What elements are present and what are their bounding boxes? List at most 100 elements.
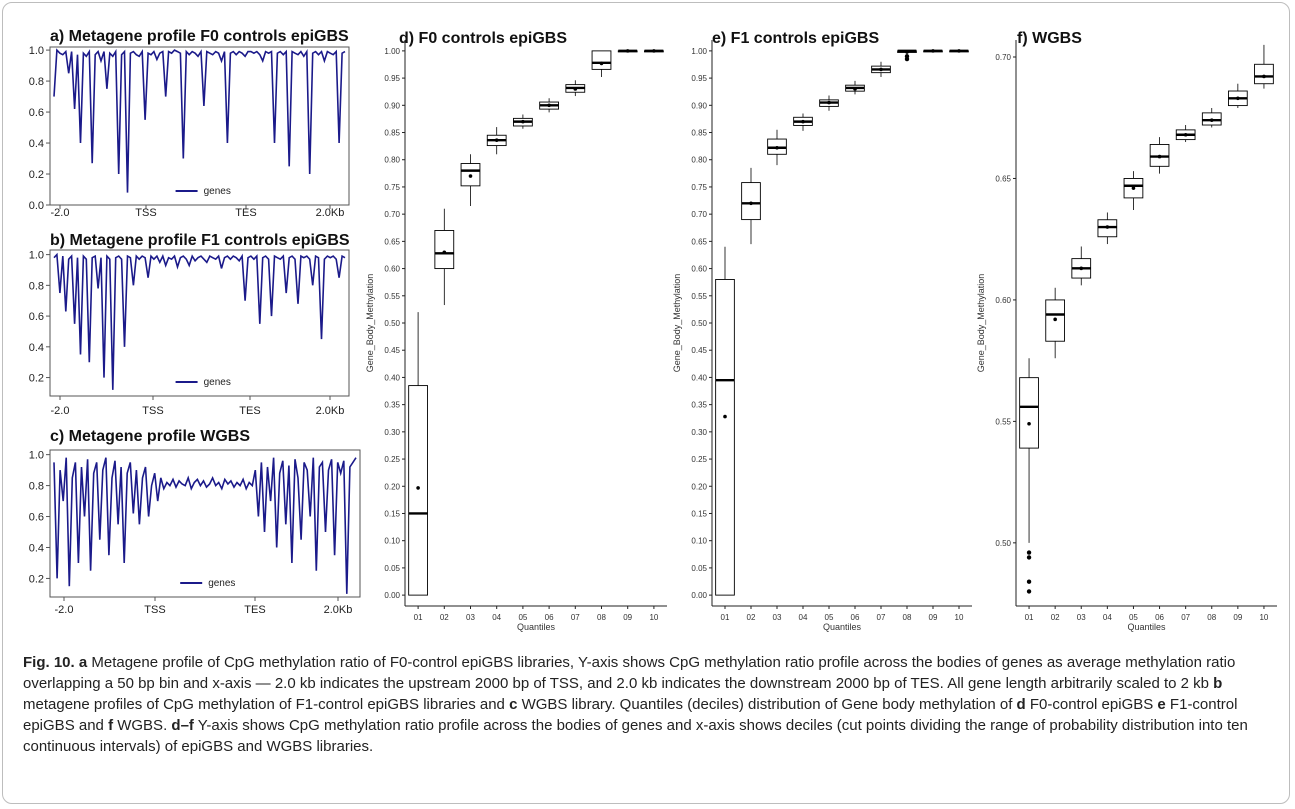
y-tick-label-d: 0.25 (384, 455, 400, 464)
y-tick-label-d: 0.15 (384, 509, 400, 518)
y-tick-label-e: 0.05 (691, 564, 707, 573)
y-tick-label-a: 0.4 (29, 138, 44, 150)
x-tick-label-e: 03 (773, 613, 782, 622)
caption-panel-ref: e (1157, 696, 1166, 713)
x-tick-label-e: 05 (825, 613, 834, 622)
mean-point-f (1157, 154, 1162, 159)
x-tick-label-e: 02 (747, 613, 756, 622)
x-tick-label-d: 01 (414, 613, 423, 622)
caption-panel-ref: b (1213, 675, 1223, 692)
mean-point-e (723, 414, 727, 419)
y-tick-label-d: 0.45 (384, 346, 400, 355)
x-tick-label-f: 04 (1103, 613, 1112, 622)
x-tick-label-d: 06 (545, 613, 554, 622)
x-tick-label-e: 07 (877, 613, 886, 622)
panel-c-title: c) Metagene profile WGBS (50, 428, 251, 445)
y-tick-label-e: 0.75 (691, 183, 707, 192)
x-tick-label-c: 2.0Kb (324, 604, 353, 616)
y-tick-label-b: 0.4 (29, 342, 44, 354)
y-tick-label-c: 1.0 (29, 450, 44, 462)
y-tick-label-c: 0.6 (29, 512, 44, 524)
y-tick-label-b: 0.6 (29, 311, 44, 323)
y-axis-label-d: Gene_Body_Methylation (365, 274, 375, 373)
caption-text: F0-control epiGBS (1025, 696, 1158, 713)
y-tick-label-e: 0.60 (691, 265, 707, 274)
box-f (1019, 377, 1039, 449)
x-tick-label-d: 02 (440, 613, 449, 622)
caption-panel-ref: f (108, 717, 114, 734)
y-tick-label-d: 0.40 (384, 373, 400, 382)
y-tick-label-e: 0.85 (691, 129, 707, 138)
x-tick-label-f: 10 (1259, 613, 1268, 622)
y-tick-label-e: 0.15 (691, 509, 707, 518)
mean-point-e (801, 119, 805, 124)
series-line-a (53, 48, 346, 193)
y-tick-label-f: 0.55 (995, 417, 1011, 426)
caption-text: WGBS library. Quantiles (deciles) distri… (517, 696, 1017, 713)
y-tick-label-e: 0.80 (691, 156, 707, 165)
x-tick-label-e: 08 (903, 613, 912, 622)
mean-point-d (547, 103, 551, 108)
x-tick-label-f: 09 (1233, 613, 1242, 622)
y-tick-label-d: 0.60 (384, 265, 400, 274)
x-tick-label-b: -2.0 (51, 405, 70, 417)
x-tick-label-b: TSS (142, 405, 163, 417)
mean-point-f (1053, 317, 1057, 322)
y-tick-label-a: 0.8 (29, 76, 44, 88)
mean-point-f (1131, 186, 1136, 190)
y-tick-label-e: 0.20 (691, 482, 707, 491)
y-tick-label-d: 0.80 (384, 156, 400, 165)
x-tick-label-f: 08 (1207, 613, 1216, 622)
y-tick-label-e: 0.10 (691, 537, 707, 546)
mean-point-f (1079, 266, 1084, 271)
y-tick-label-a: 0.6 (29, 107, 44, 119)
mean-point-e (931, 49, 935, 53)
x-tick-label-e: 06 (851, 613, 860, 622)
outlier-point-f (1026, 550, 1032, 555)
y-tick-label-a: 0.2 (29, 169, 44, 181)
caption-text: F1-control epiGBS and (23, 696, 1238, 734)
panel-f-title: f) WGBS (1017, 30, 1082, 47)
x-tick-label-a: TSS (135, 207, 156, 219)
box-f (1254, 63, 1274, 85)
mean-point-e (905, 50, 909, 54)
caption-panel-ref: c (509, 696, 518, 713)
y-tick-label-e: 0.30 (691, 428, 707, 437)
outlier-point-e (904, 54, 910, 59)
x-tick-label-f: 07 (1181, 613, 1190, 622)
box-d (591, 50, 612, 70)
caption-text: metagene profiles of CpG methylation of … (23, 696, 510, 713)
legend-label-a: genes (204, 186, 231, 197)
mean-point-e (879, 67, 883, 72)
y-tick-label-e: 0.40 (691, 373, 707, 382)
mean-point-d (599, 61, 604, 66)
y-tick-label-d: 0.70 (384, 210, 400, 219)
x-tick-label-e: 09 (929, 613, 938, 622)
x-tick-label-e: 01 (721, 613, 730, 622)
y-tick-label-a: 0.0 (29, 200, 44, 212)
y-tick-label-e: 0.00 (691, 591, 707, 600)
panel-d-title: d) F0 controls epiGBS (399, 30, 568, 47)
y-tick-label-d: 0.30 (384, 428, 400, 437)
y-tick-label-e: 1.00 (691, 47, 707, 56)
y-tick-label-e: 0.55 (691, 292, 707, 301)
y-tick-label-b: 1.0 (29, 250, 44, 262)
x-tick-label-e: 10 (955, 613, 964, 622)
x-tick-label-d: 07 (571, 613, 580, 622)
y-tick-label-d: 0.75 (384, 183, 400, 192)
mean-point-d (494, 138, 499, 142)
mean-point-e (749, 201, 753, 206)
x-tick-label-f: 06 (1155, 613, 1164, 622)
x-tick-label-d: 08 (597, 613, 606, 622)
panel-a-title: a) Metagene profile F0 controls epiGBS (50, 28, 349, 45)
mean-point-f (1105, 225, 1110, 229)
x-tick-label-d: 04 (492, 613, 501, 622)
box-d (434, 230, 455, 270)
x-tick-label-a: TES (235, 207, 256, 219)
y-tick-label-d: 0.35 (384, 401, 400, 410)
x-tick-label-d: 03 (466, 613, 475, 622)
y-tick-label-e: 0.95 (691, 74, 707, 83)
y-tick-label-c: 0.2 (29, 573, 44, 585)
y-tick-label-f: 0.70 (995, 53, 1011, 62)
panel-e-title: e) F1 controls epiGBS (712, 30, 880, 47)
